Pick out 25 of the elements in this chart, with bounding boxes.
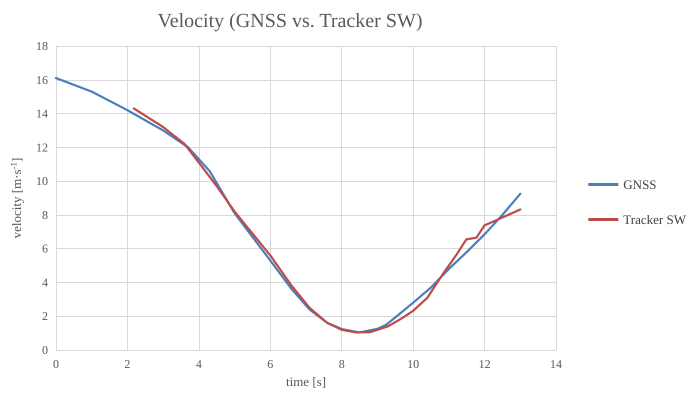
x-tick-label: 2 <box>124 357 130 371</box>
x-tick-label: 6 <box>267 357 274 371</box>
y-tick-label: 2 <box>42 309 48 324</box>
x-tick-label: 10 <box>407 357 420 371</box>
y-tick-label: 0 <box>42 343 48 357</box>
x-tick-label: 0 <box>53 357 59 371</box>
x-tick-label: 8 <box>338 357 345 371</box>
y-tick-label: 10 <box>36 174 48 188</box>
line-series <box>54 76 522 334</box>
x-axis-title: time [s] <box>286 374 326 389</box>
x-tick-label: 4 <box>196 357 202 371</box>
y-axis-title: velocity [m·s-1] <box>8 158 24 238</box>
y-tick-label: 8 <box>42 208 48 222</box>
y-tick-label: 16 <box>36 72 48 87</box>
x-tick-label: 12 <box>478 357 491 371</box>
y-tick-label: 12 <box>36 140 48 154</box>
y-tick-label: 18 <box>36 39 48 53</box>
line-series <box>132 107 522 334</box>
x-tick-label: 14 <box>550 357 562 371</box>
chart-title: Velocity (GNSS vs. Tracker SW) <box>158 10 422 32</box>
legend-label: Tracker SW <box>623 212 687 227</box>
y-tick-label: 6 <box>42 242 48 256</box>
legend-label: GNSS <box>623 177 657 192</box>
y-tick-label: 4 <box>42 275 48 290</box>
y-tick-label: 14 <box>36 106 48 121</box>
